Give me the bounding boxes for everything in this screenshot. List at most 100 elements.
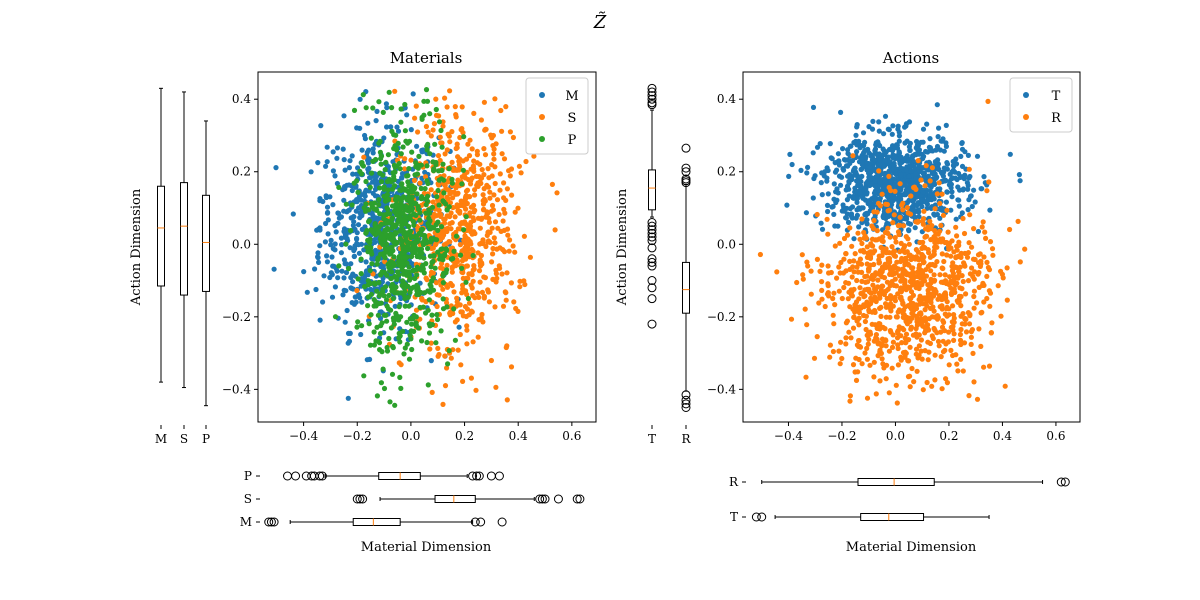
materials-point-P	[370, 105, 376, 111]
actions-point-R	[839, 295, 845, 302]
materials-point-S	[447, 221, 453, 227]
actions-point-T	[877, 179, 883, 185]
actions-point-R	[844, 318, 851, 324]
materials-vbox-tick-label-P: P	[202, 432, 210, 446]
actions-vbox-outlier	[647, 236, 657, 246]
actions-point-R	[857, 236, 863, 242]
actions-point-T	[854, 149, 860, 155]
materials-point-P	[386, 89, 392, 95]
actions-point-R	[887, 271, 893, 277]
materials-point-P	[413, 212, 419, 218]
materials-point-M	[373, 118, 379, 124]
materials-point-P	[389, 216, 395, 222]
materials-legend-marker-P	[539, 136, 545, 142]
actions-point-R	[914, 269, 921, 275]
actions-point-T	[906, 163, 913, 169]
materials-point-P	[420, 304, 426, 310]
materials-point-S	[454, 141, 460, 147]
actions-point-R	[841, 235, 848, 242]
materials-point-P	[386, 176, 392, 182]
materials-point-P	[441, 177, 447, 183]
actions-point-T	[819, 192, 825, 198]
actions-point-R	[863, 313, 870, 319]
actions-point-R	[873, 391, 879, 397]
materials-point-M	[359, 147, 365, 153]
materials-point-P	[384, 205, 390, 211]
actions-point-R	[890, 303, 896, 309]
materials-point-P	[381, 293, 387, 299]
actions-point-R	[883, 250, 890, 256]
materials-point-S	[460, 378, 466, 384]
materials-point-S	[516, 163, 523, 169]
materials-point-P	[434, 194, 440, 200]
materials-point-S	[482, 152, 489, 158]
actions-vbox-outlier	[681, 402, 691, 412]
actions-point-T	[958, 153, 964, 159]
materials-point-P	[397, 228, 403, 234]
actions-point-T	[916, 209, 922, 215]
materials-point-P	[444, 304, 450, 310]
materials-point-M	[315, 250, 321, 256]
materials-point-S	[463, 201, 469, 207]
actions-point-R	[942, 293, 948, 299]
materials-point-M	[332, 173, 338, 179]
actions-point-T	[879, 171, 886, 177]
materials-point-P	[384, 297, 390, 303]
materials-point-P	[395, 317, 401, 323]
materials-point-M	[341, 157, 347, 163]
materials-point-S	[482, 127, 488, 133]
actions-point-R	[877, 378, 883, 384]
materials-point-S	[456, 158, 462, 164]
materials-point-P	[380, 251, 386, 257]
actions-point-R	[883, 201, 889, 207]
actions-point-R	[883, 337, 889, 343]
materials-point-P	[381, 212, 387, 218]
materials-point-P	[435, 219, 441, 225]
materials-legend-marker-S	[539, 114, 545, 120]
materials-point-P	[407, 276, 413, 282]
actions-point-T	[860, 130, 867, 136]
materials-scatter-ylabel: Action Dimension	[129, 188, 144, 306]
actions-point-T	[832, 160, 838, 166]
actions-point-R	[839, 355, 845, 362]
actions-vbox-outlier	[647, 283, 657, 293]
materials-point-S	[479, 260, 485, 266]
actions-point-R	[932, 244, 938, 250]
materials-point-S	[491, 192, 497, 198]
materials-point-S	[495, 225, 501, 231]
actions-point-R	[858, 290, 864, 297]
actions-point-R	[924, 233, 930, 239]
actions-point-R	[963, 291, 969, 297]
materials-point-M	[315, 160, 321, 166]
materials-point-S	[444, 104, 450, 110]
actions-point-T	[895, 123, 901, 129]
materials-series-S	[354, 88, 560, 407]
actions-legend-marker-R	[1023, 114, 1029, 120]
actions-point-R	[892, 298, 899, 304]
actions-point-R	[877, 203, 884, 209]
actions-point-R	[854, 264, 860, 270]
actions-point-T	[818, 220, 824, 226]
actions-point-T	[962, 149, 968, 155]
actions-point-R	[957, 264, 963, 270]
materials-point-S	[466, 300, 473, 306]
materials-point-S	[485, 166, 491, 172]
actions-point-T	[920, 170, 926, 176]
actions-point-T	[891, 153, 898, 159]
materials-point-S	[430, 270, 436, 276]
actions-point-R	[980, 280, 986, 286]
actions-legend-label-R: R	[1051, 111, 1062, 126]
materials-point-S	[467, 137, 473, 143]
actions-point-R	[940, 318, 946, 324]
materials-point-P	[407, 289, 413, 295]
actions-point-R	[955, 368, 961, 374]
materials-point-M	[334, 145, 340, 151]
materials-point-P	[401, 351, 407, 357]
actions-point-T	[888, 178, 894, 184]
actions-point-R	[958, 254, 964, 260]
materials-point-P	[385, 187, 391, 193]
materials-point-M	[356, 250, 362, 256]
actions-point-R	[895, 309, 901, 315]
actions-point-R	[843, 341, 849, 347]
